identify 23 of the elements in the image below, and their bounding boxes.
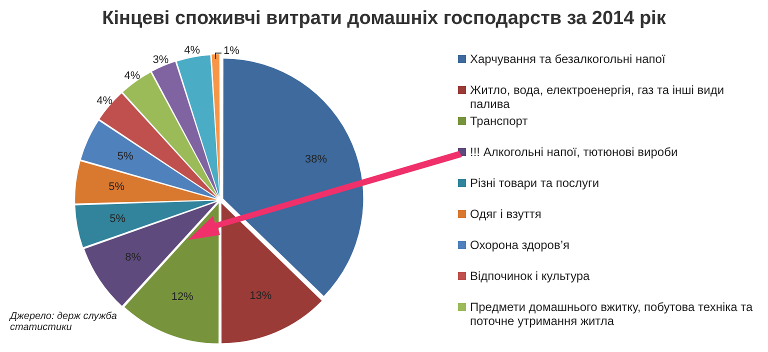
chart-title: Кінцеві споживчі витрати домашніх господарств за 2014 рік: [101, 8, 667, 30]
data-label: 3%: [152, 54, 169, 66]
data-label: 38%: [304, 153, 328, 166]
legend-label: Одяг і взуття: [470, 207, 542, 221]
data-label: 5%: [108, 181, 125, 194]
data-label: 4%: [124, 70, 140, 82]
legend-label: Транспорт: [470, 114, 528, 128]
data-label: 13%: [250, 290, 272, 302]
data-label: 4%: [184, 44, 200, 57]
data-label: 12%: [171, 291, 194, 304]
legend-label: Предмети домашнього вжитку, побутова техніка та поточне утримання житла: [470, 300, 754, 328]
legend-label: Житло, вода, електроенергія, газ та інші види палива: [470, 83, 726, 111]
data-label: 5%: [110, 213, 126, 226]
text: Джерело: держ служба статистики: [10, 311, 118, 333]
data-label: 1%: [223, 45, 240, 58]
data-label: 5%: [117, 150, 134, 162]
legend-label: Різні товари та послуги: [470, 176, 600, 190]
data-label: 4%: [96, 95, 113, 108]
data-label: 8%: [125, 252, 142, 264]
legend-label: Охорона здоров’я: [470, 238, 570, 252]
legend-label: Харчування та безалкогольні напої: [470, 52, 666, 66]
legend-label: !!! Алкогольні напої, тютюнові вироби: [470, 145, 678, 159]
legend-label: Відпочинок і культура: [470, 269, 590, 283]
